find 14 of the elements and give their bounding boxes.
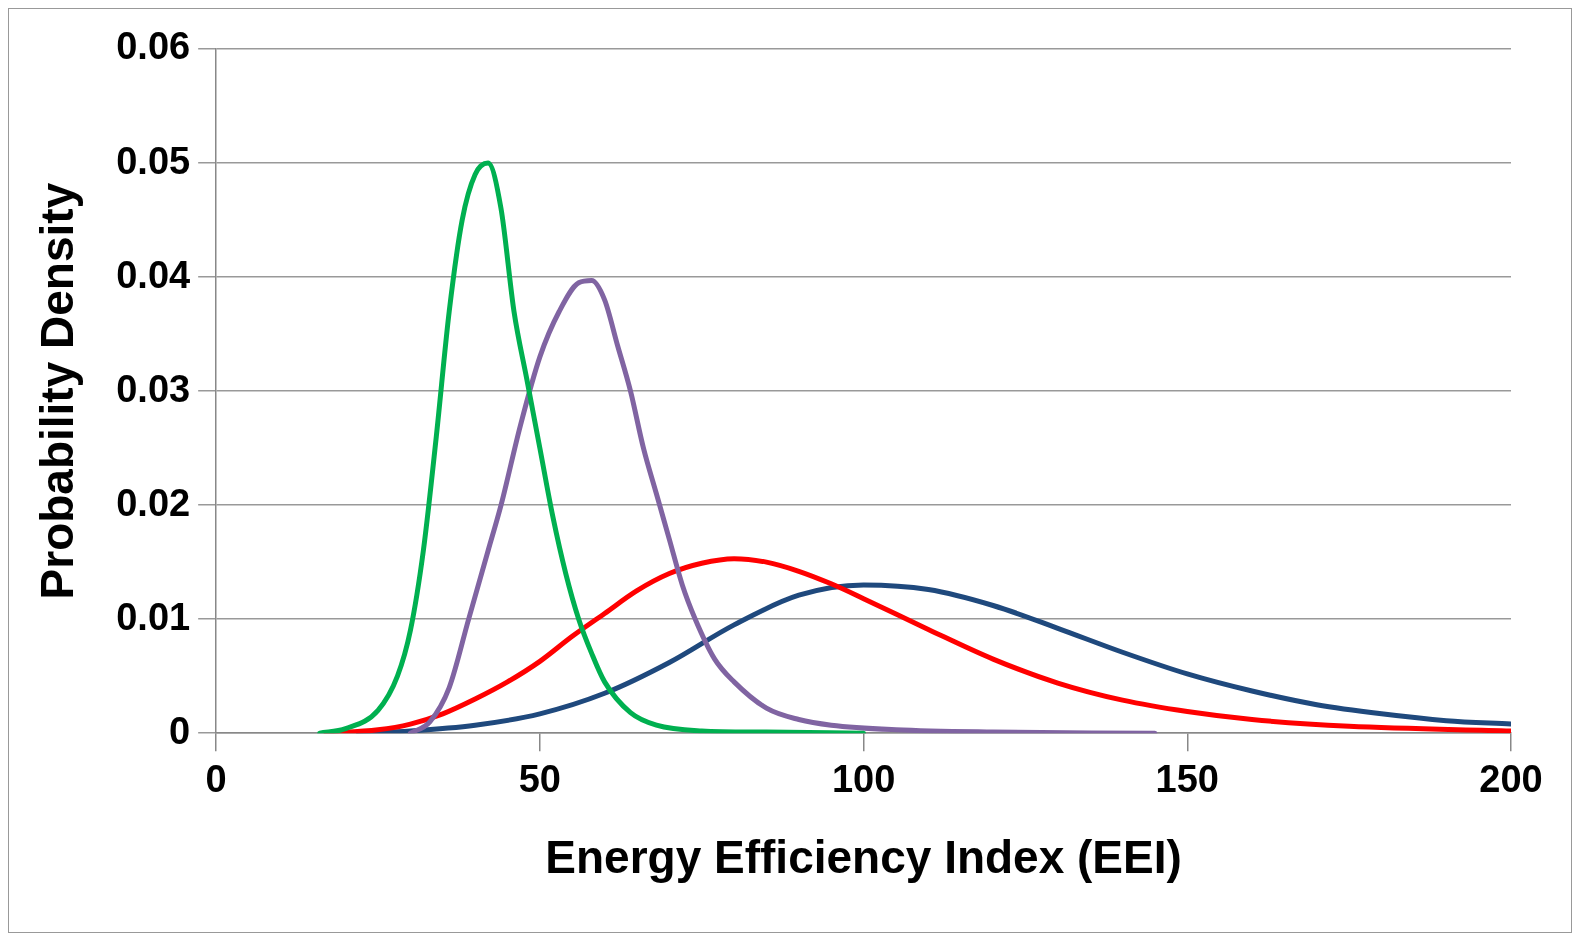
y-tick-label: 0.03 <box>116 367 191 410</box>
y-tick-label: 0.01 <box>116 595 191 638</box>
y-tick-label: 0 <box>169 709 191 752</box>
y-tick-label: 0.06 <box>116 25 191 68</box>
y-axis-title: Probability Density <box>31 182 84 600</box>
x-tick-label: 50 <box>518 758 562 801</box>
x-axis-title: Energy Efficiency Index (EEI) <box>545 831 1182 884</box>
x-tick-label: 0 <box>205 758 227 801</box>
y-tick-label: 0.05 <box>116 139 191 182</box>
y-tick-label: 0.02 <box>116 481 191 524</box>
x-tick-label: 150 <box>1155 758 1219 801</box>
y-tick-label: 0.04 <box>116 253 191 296</box>
x-tick-label: 100 <box>831 758 896 801</box>
x-tick-label: 200 <box>1479 758 1543 801</box>
